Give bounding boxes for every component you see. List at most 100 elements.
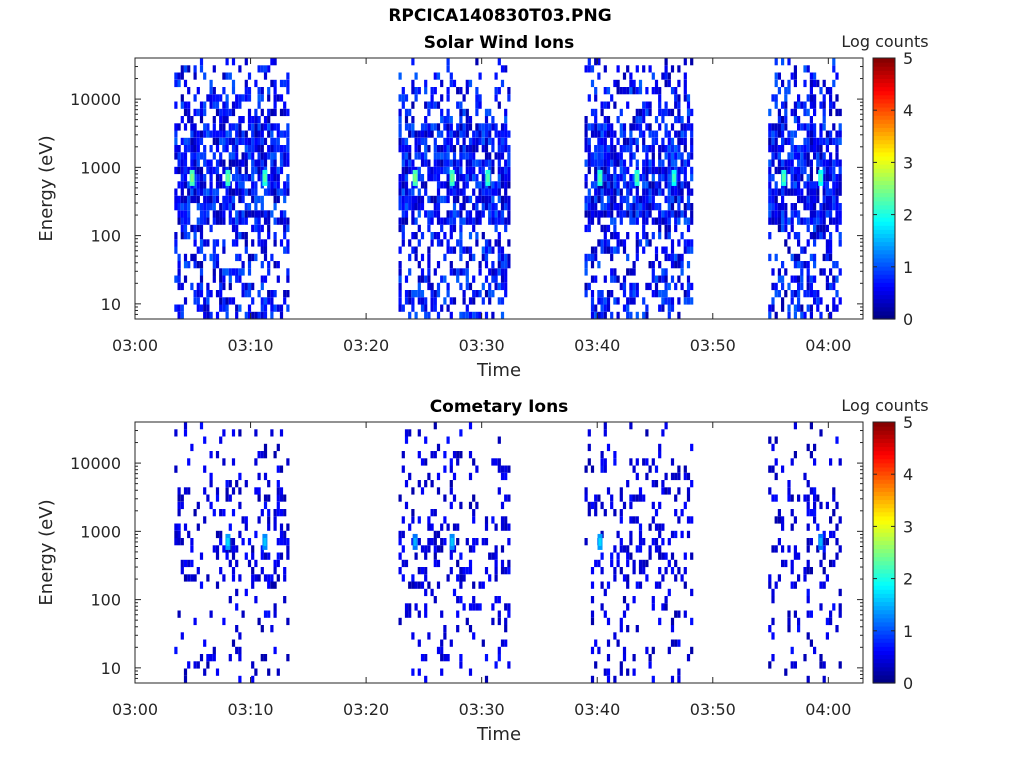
heatmap-cell bbox=[286, 304, 290, 312]
heatmap-cell bbox=[203, 297, 207, 305]
y-tick-label: 100 bbox=[90, 227, 121, 246]
heatmap-cell bbox=[436, 195, 441, 204]
panel-title: Cometary Ions bbox=[430, 397, 569, 417]
heatmap-cell bbox=[203, 145, 207, 153]
heatmap-cell bbox=[222, 203, 226, 211]
heatmap-cell bbox=[417, 239, 421, 247]
heatmap-cell bbox=[504, 268, 508, 276]
heatmap-cell bbox=[424, 436, 428, 444]
heatmap-cell bbox=[408, 297, 412, 305]
heatmap-cell bbox=[478, 581, 482, 589]
heatmap-cell bbox=[462, 297, 466, 305]
heatmap-cell bbox=[212, 545, 216, 553]
heatmap-cell bbox=[174, 429, 178, 437]
heatmap-cell bbox=[219, 217, 223, 225]
heatmap-cell bbox=[768, 217, 772, 225]
heatmap-cell bbox=[244, 282, 248, 291]
heatmap-cell bbox=[768, 311, 772, 320]
heatmap-cell bbox=[433, 422, 437, 430]
heatmap-cell bbox=[491, 195, 495, 204]
heatmap-cell bbox=[222, 574, 226, 582]
heatmap-cell bbox=[424, 152, 428, 160]
heatmap-cell bbox=[257, 174, 261, 182]
heatmap-cell bbox=[497, 646, 501, 655]
heatmap-cell bbox=[209, 480, 213, 488]
heatmap-cell bbox=[468, 297, 473, 305]
heatmap-cell bbox=[793, 203, 797, 211]
heatmap-cell bbox=[475, 311, 479, 320]
heatmap-cell bbox=[206, 195, 210, 204]
x-tick-label: 04:00 bbox=[805, 336, 851, 355]
heatmap-cell bbox=[683, 217, 687, 225]
heatmap-cell bbox=[177, 509, 181, 517]
heatmap-cell bbox=[768, 188, 772, 196]
heatmap-cell bbox=[771, 304, 775, 312]
heatmap-cell bbox=[674, 530, 678, 539]
heatmap-cell bbox=[414, 152, 418, 160]
heatmap-cell bbox=[411, 516, 415, 524]
heatmap-cell bbox=[488, 552, 492, 560]
colorbar-segment bbox=[873, 585, 895, 590]
heatmap-cell bbox=[424, 145, 428, 153]
heatmap-cell bbox=[777, 123, 781, 131]
heatmap-cell bbox=[832, 282, 836, 291]
heatmap-cell bbox=[481, 232, 485, 240]
heatmap-cell bbox=[606, 675, 611, 684]
heatmap-cell bbox=[449, 501, 453, 510]
heatmap-cell bbox=[456, 210, 460, 218]
heatmap-cell bbox=[231, 552, 236, 560]
heatmap-cell bbox=[478, 217, 482, 225]
heatmap-cell bbox=[475, 217, 479, 225]
colorbar-segment bbox=[873, 536, 895, 541]
heatmap-cell bbox=[610, 559, 614, 568]
heatmap-cell bbox=[600, 465, 604, 473]
heatmap-peak-core bbox=[450, 537, 454, 546]
heatmap-cell bbox=[651, 538, 655, 546]
heatmap-cell bbox=[267, 224, 271, 233]
heatmap-cell bbox=[199, 581, 204, 589]
heatmap-cell bbox=[838, 181, 842, 189]
colorbar-segment bbox=[873, 528, 895, 533]
heatmap-cell bbox=[800, 304, 804, 312]
heatmap-cell bbox=[616, 79, 620, 88]
heatmap-cell bbox=[670, 275, 675, 283]
colorbar-tick-label: 2 bbox=[903, 570, 913, 589]
heatmap-cells bbox=[174, 58, 842, 320]
heatmap-cell bbox=[680, 116, 684, 124]
heatmap-cell bbox=[404, 290, 409, 298]
heatmap-cell bbox=[803, 472, 807, 481]
heatmap-cell bbox=[787, 159, 791, 167]
heatmap-cell bbox=[793, 174, 797, 182]
heatmap-cell bbox=[427, 632, 431, 640]
heatmap-cell bbox=[196, 181, 200, 189]
heatmap-cell bbox=[606, 487, 611, 495]
heatmap-cell bbox=[260, 152, 264, 160]
heatmap-cell bbox=[472, 596, 476, 604]
heatmap-cell bbox=[456, 559, 460, 568]
heatmap-cell bbox=[600, 210, 604, 218]
heatmap-cell bbox=[507, 152, 511, 160]
heatmap-cell bbox=[825, 188, 829, 196]
heatmap-cell bbox=[661, 72, 665, 80]
heatmap-cell bbox=[276, 304, 280, 312]
heatmap-cell bbox=[225, 487, 229, 495]
heatmap-cell bbox=[629, 552, 633, 560]
heatmap-cell bbox=[822, 538, 826, 546]
heatmap-cell bbox=[279, 152, 284, 160]
heatmap-cell bbox=[683, 246, 687, 254]
heatmap-cell bbox=[658, 545, 662, 553]
heatmap-cell bbox=[648, 465, 652, 473]
heatmap-cell bbox=[806, 174, 810, 182]
heatmap-cell bbox=[606, 617, 611, 626]
heatmap-cell bbox=[494, 217, 498, 225]
colorbar-segment bbox=[873, 127, 895, 133]
heatmap-cell bbox=[401, 101, 405, 109]
heatmap-cell bbox=[219, 290, 223, 298]
heatmap-cell bbox=[809, 509, 813, 517]
heatmap-cell bbox=[832, 188, 836, 196]
heatmap-cell bbox=[215, 239, 220, 247]
heatmap-cell bbox=[215, 545, 220, 553]
heatmap-cell bbox=[478, 130, 482, 138]
heatmap-cell bbox=[465, 79, 469, 88]
heatmap-cell bbox=[768, 625, 772, 633]
